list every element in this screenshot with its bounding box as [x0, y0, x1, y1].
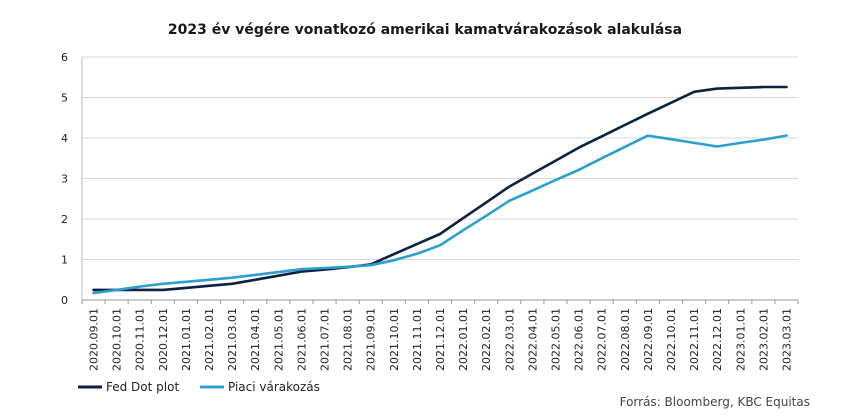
- series-line-2: [92, 134, 788, 295]
- x-tick-label: 2021.06.01: [295, 308, 308, 371]
- x-tick-label: 2023.02.01: [757, 308, 770, 371]
- y-tick-label: 3: [61, 173, 68, 186]
- x-tick-label: 2022.01.01: [457, 308, 470, 371]
- x-tick-label: 2021.01.01: [180, 308, 193, 371]
- x-tick-label: 2021.12.01: [434, 308, 447, 371]
- legend-label-1: Fed Dot plot: [106, 380, 179, 394]
- x-tick-label: 2021.07.01: [319, 308, 332, 371]
- x-tick-label: 2020.09.01: [88, 308, 101, 371]
- axes: [81, 57, 799, 304]
- x-tick-label: 2020.12.01: [157, 308, 170, 371]
- x-tick-label: 2020.10.01: [111, 308, 124, 371]
- x-tick-label: 2022.02.01: [480, 308, 493, 371]
- x-tick-label: 2021.03.01: [226, 308, 239, 371]
- x-tick-label: 2020.11.01: [134, 308, 147, 371]
- legend-label-2: Piaci várakozás: [228, 380, 320, 394]
- y-tick-label: 2: [61, 213, 68, 226]
- x-tick-label: 2021.05.01: [272, 308, 285, 371]
- legend: Fed Dot plot Piaci várakozás: [78, 380, 320, 394]
- chart-title: 2023 év végére vonatkozó amerikai kamatv…: [167, 22, 683, 38]
- series-lines: [92, 85, 788, 295]
- x-tick-label: 2022.07.01: [596, 308, 609, 371]
- y-tick-label: 1: [61, 254, 68, 267]
- source-note: Forrás: Bloomberg, KBC Equitas: [619, 395, 810, 409]
- x-tick-label: 2022.09.01: [642, 308, 655, 371]
- x-tick-label: 2021.11.01: [411, 308, 424, 371]
- x-tick-label: 2021.09.01: [365, 308, 378, 371]
- y-tick-label: 4: [61, 132, 68, 145]
- y-tick-label: 0: [61, 294, 68, 307]
- x-tick-label: 2021.02.01: [203, 308, 216, 371]
- x-tick-label: 2022.12.01: [711, 308, 724, 371]
- series-line-1: [92, 85, 788, 292]
- grid-lines: [82, 56, 798, 260]
- x-tick-label: 2022.10.01: [665, 308, 678, 371]
- y-tick-labels: 0 1 2 3 4 5 6: [61, 51, 68, 307]
- x-tick-label: 2022.08.01: [619, 308, 632, 371]
- y-tick-label: 6: [61, 51, 68, 64]
- x-tick-label: 2022.04.01: [526, 308, 539, 371]
- x-tick-labels: 2020.09.01 2020.10.01 2020.11.01 2020.12.01…: [88, 308, 794, 371]
- x-tick-label: 2023.03.01: [780, 308, 793, 371]
- x-tick-label: 2023.01.01: [734, 308, 747, 371]
- x-tick-label: 2022.05.01: [549, 308, 562, 371]
- x-tick-label: 2021.10.01: [388, 308, 401, 371]
- x-tick-label: 2021.08.01: [342, 308, 355, 371]
- x-tick-label: 2022.06.01: [573, 308, 586, 371]
- x-tick-label: 2021.04.01: [249, 308, 262, 371]
- x-tick-label: 2022.11.01: [688, 308, 701, 371]
- x-tick-label: 2022.03.01: [503, 308, 516, 371]
- y-tick-label: 5: [61, 92, 68, 105]
